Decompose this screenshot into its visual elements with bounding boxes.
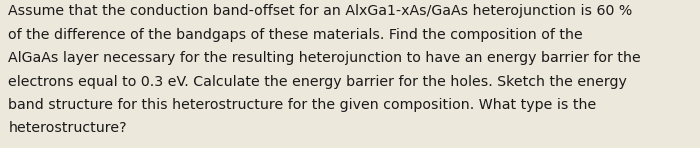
Text: band structure for this heterostructure for the given composition. What type is : band structure for this heterostructure … — [8, 98, 596, 112]
Text: AlGaAs layer necessary for the resulting heterojunction to have an energy barrie: AlGaAs layer necessary for the resulting… — [8, 51, 641, 65]
Text: Assume that the conduction band-offset for an AlxGa1-xAs/GaAs heterojunction is : Assume that the conduction band-offset f… — [8, 4, 633, 18]
Text: electrons equal to 0.3 eV. Calculate the energy barrier for the holes. Sketch th: electrons equal to 0.3 eV. Calculate the… — [8, 75, 627, 89]
Text: heterostructure?: heterostructure? — [8, 121, 127, 135]
Text: of the difference of the bandgaps of these materials. Find the composition of th: of the difference of the bandgaps of the… — [8, 28, 583, 42]
